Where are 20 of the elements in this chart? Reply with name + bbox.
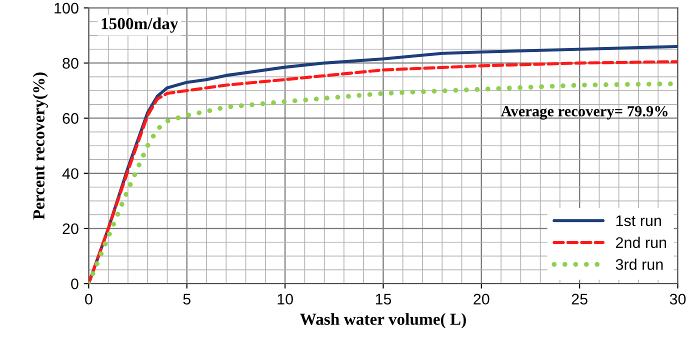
y-tick-label: 80 — [62, 58, 78, 69]
legend-label: 3rd run — [616, 258, 663, 270]
x-tick-label: 30 — [670, 294, 686, 305]
y-tick-label: 100 — [54, 2, 78, 14]
x-axis-title: Wash water volume( L) — [300, 313, 466, 328]
y-tick-label: 40 — [62, 168, 78, 180]
x-tick-label: 5 — [183, 294, 190, 305]
y-tick-label: 60 — [62, 113, 78, 124]
y-axis-title: Percent recovery(%) — [32, 72, 48, 220]
legend-label: 1st run — [616, 215, 661, 226]
annotation: Average recovery= 79.9% — [500, 106, 668, 120]
annotation: 1500m/day — [102, 18, 178, 33]
x-tick-label: 20 — [474, 294, 490, 305]
x-tick-label: 0 — [85, 294, 92, 305]
y-tick-label: 0 — [71, 278, 78, 290]
x-tick-label: 25 — [572, 294, 588, 305]
y-tick-label: 20 — [62, 223, 78, 234]
x-tick-label: 10 — [278, 294, 293, 305]
legend-label: 2nd run — [616, 236, 666, 248]
x-tick-label: 15 — [376, 294, 392, 305]
